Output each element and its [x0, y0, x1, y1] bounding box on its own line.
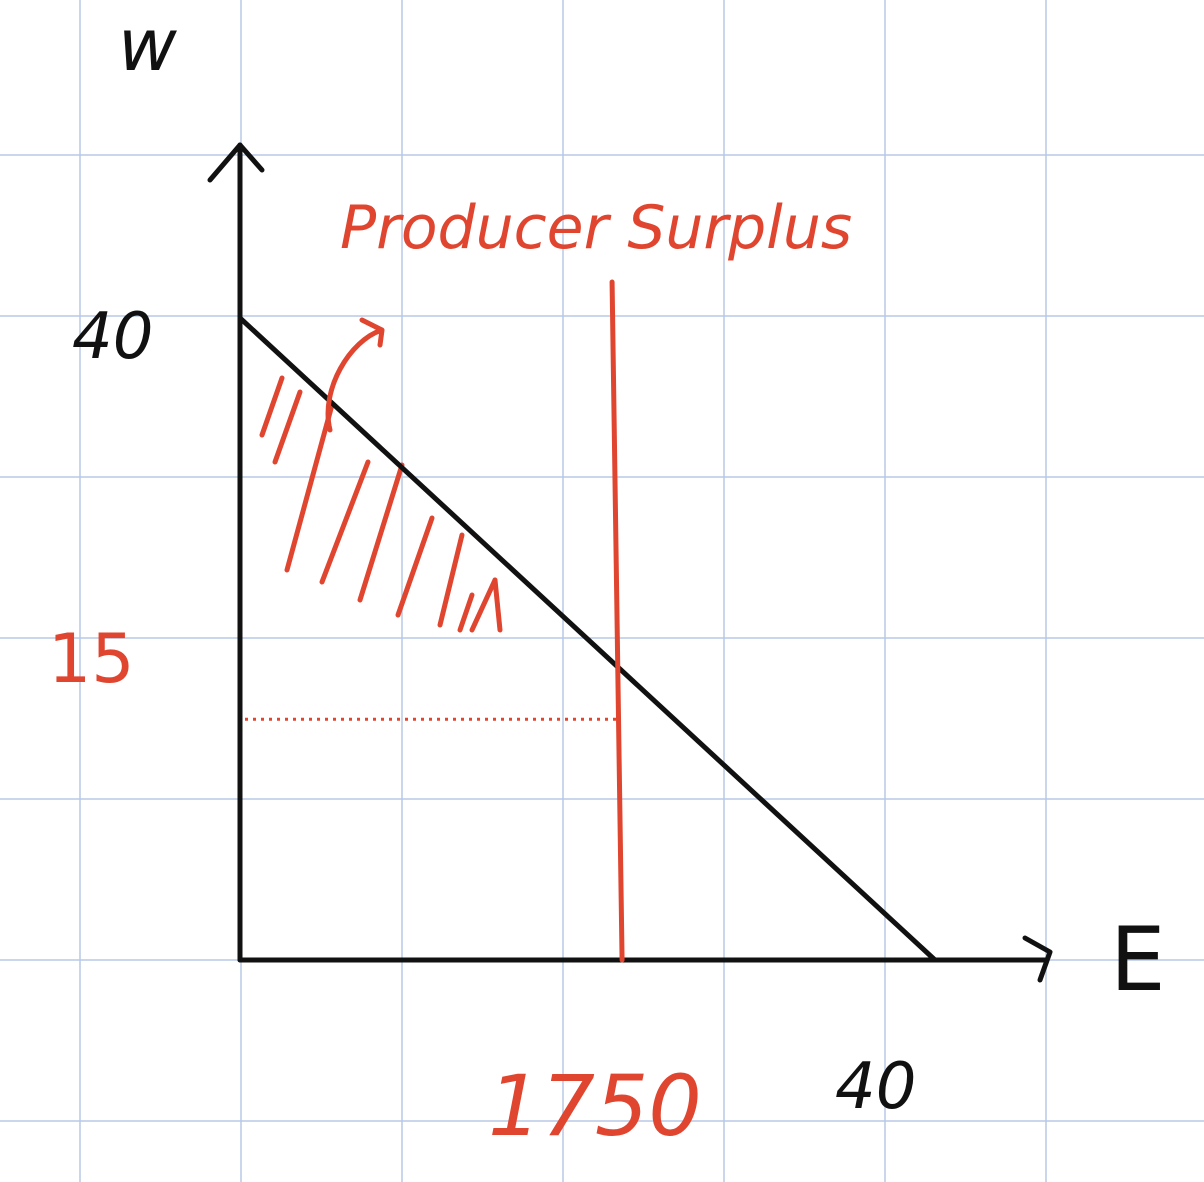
hatch-stroke: [457, 592, 475, 633]
producer-surplus-annotation: Producer Surplus: [340, 193, 852, 263]
hatch-stroke: [259, 375, 285, 438]
y-intercept-label: 40: [72, 300, 153, 374]
x-axis-label: E: [1110, 908, 1166, 1011]
hatch-stroke: [284, 402, 335, 573]
hatch-stroke: [437, 532, 465, 628]
y-axis-arrowhead: [207, 142, 265, 183]
hatch-stroke: [319, 459, 371, 585]
y-marker-label: 15: [48, 620, 135, 699]
annotation-arrow: [325, 317, 385, 433]
producer-surplus-hatching: [259, 375, 503, 633]
hatch-stroke: [272, 389, 303, 465]
x-marker-label: 1750: [488, 1057, 702, 1155]
hatch-stroke: [357, 462, 405, 603]
series-line: [237, 315, 938, 963]
hatch-stroke: [469, 577, 498, 633]
y-axis-label: w: [118, 3, 177, 87]
x-axis-arrowhead: [1022, 935, 1053, 983]
hatch-stroke: [395, 515, 435, 618]
vertical-marker-line: [609, 279, 625, 963]
hatch-stroke: [492, 577, 503, 633]
x-end-label: 40: [835, 1050, 916, 1124]
